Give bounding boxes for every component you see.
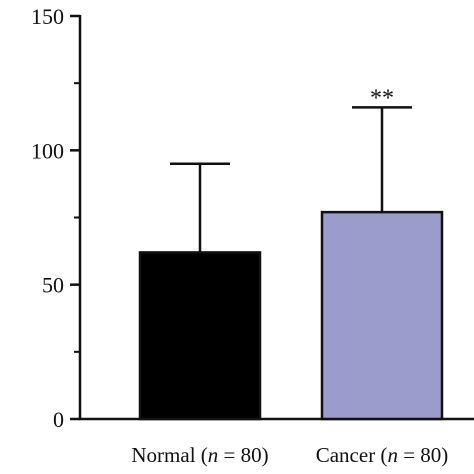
significance-label: ** bbox=[370, 85, 394, 111]
y-axis: 0 50 100 150 bbox=[31, 4, 82, 432]
bars: ** bbox=[138, 85, 444, 421]
y-tick-label: 150 bbox=[31, 4, 64, 29]
bar-normal bbox=[138, 251, 262, 421]
category-label: Normal (n = 80) bbox=[131, 443, 268, 467]
y-tick-label: 0 bbox=[53, 407, 64, 432]
category-label: Cancer (n = 80) bbox=[316, 443, 449, 467]
category-labels: Normal (n = 80) Cancer (n = 80) bbox=[131, 443, 448, 467]
y-tick-label: 100 bbox=[31, 138, 64, 163]
y-tick-label: 50 bbox=[42, 273, 64, 298]
bar-cancer bbox=[320, 210, 444, 421]
